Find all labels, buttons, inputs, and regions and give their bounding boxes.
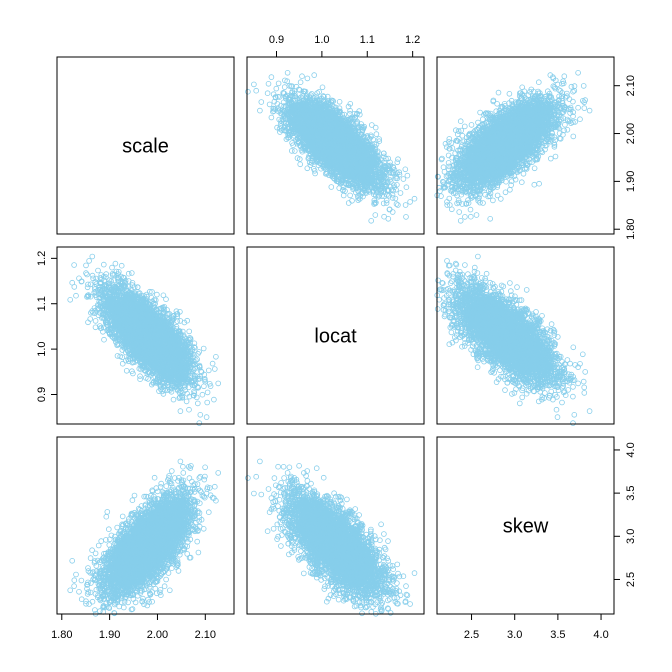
data-point [329, 185, 334, 190]
data-point [348, 193, 353, 198]
data-point [305, 76, 310, 81]
data-point [374, 132, 379, 137]
variable-label-scale: scale [122, 136, 169, 158]
panel-scale-scale: scale [57, 57, 234, 234]
data-point [405, 173, 410, 178]
points-scale-vs-locat [246, 70, 417, 223]
data-point [269, 75, 274, 80]
data-point [341, 193, 346, 198]
data-point [282, 85, 287, 90]
data-point [267, 102, 272, 107]
data-point [412, 196, 417, 201]
data-point [404, 215, 409, 220]
data-point [259, 100, 264, 105]
data-point [246, 89, 251, 94]
data-point [390, 210, 395, 215]
data-point [404, 185, 409, 190]
data-point [337, 99, 342, 104]
data-point [373, 213, 378, 218]
data-point [369, 218, 374, 223]
data-point [398, 191, 403, 196]
data-point [401, 177, 406, 182]
panel-scale-locat [246, 57, 425, 234]
data-point [276, 81, 281, 86]
data-point [390, 196, 395, 201]
data-point [258, 108, 263, 113]
data-point [386, 216, 391, 221]
data-point [285, 70, 290, 75]
data-point [320, 85, 325, 90]
data-point [298, 80, 303, 85]
data-point [274, 86, 279, 91]
data-point [396, 157, 401, 162]
data-point [369, 123, 374, 128]
data-point [266, 81, 271, 86]
data-point [289, 149, 294, 154]
data-point [403, 203, 408, 208]
